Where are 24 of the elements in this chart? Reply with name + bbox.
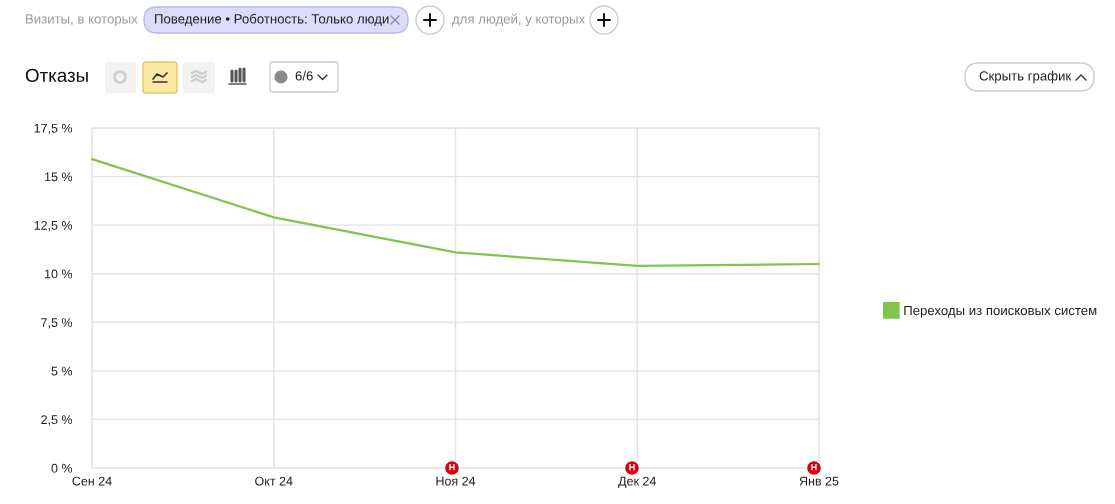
text: Поведение • Роботность: Только люди	[155, 13, 389, 27]
x-tick-label: Сен 24	[72, 476, 112, 486]
x-tick-label: Дек 24	[618, 476, 657, 488]
text: для людей, у которых	[452, 13, 585, 27]
y-tick-label: 10 %	[45, 269, 73, 279]
text: Визиты, в которых	[26, 14, 138, 27]
x-tick-label: Ноя 24	[436, 476, 476, 486]
chart-title: Отказы	[25, 68, 88, 83]
x-tick-label: Янв 25	[799, 476, 839, 486]
y-tick-label: 5 %	[51, 366, 73, 376]
annotation: Н	[811, 464, 817, 471]
text: Скрыть график	[979, 70, 1072, 84]
annotation: Н	[449, 464, 455, 471]
line-series	[90, 157, 821, 268]
annotation: Н	[629, 464, 635, 471]
x-tick-label: Окт 24	[255, 476, 293, 486]
y-tick-label: 15 %	[45, 172, 73, 182]
text: 6/6	[295, 70, 313, 81]
y-tick-label: 7,5 %	[41, 318, 73, 329]
y-tick-label: 17,5 %	[34, 123, 73, 135]
legend-label: Переходы из поисковых систем	[904, 305, 1097, 318]
y-tick-label: 0 %	[51, 463, 73, 473]
y-tick-label: 2,5 %	[41, 415, 73, 426]
y-tick-label: 12,5 %	[34, 220, 73, 232]
